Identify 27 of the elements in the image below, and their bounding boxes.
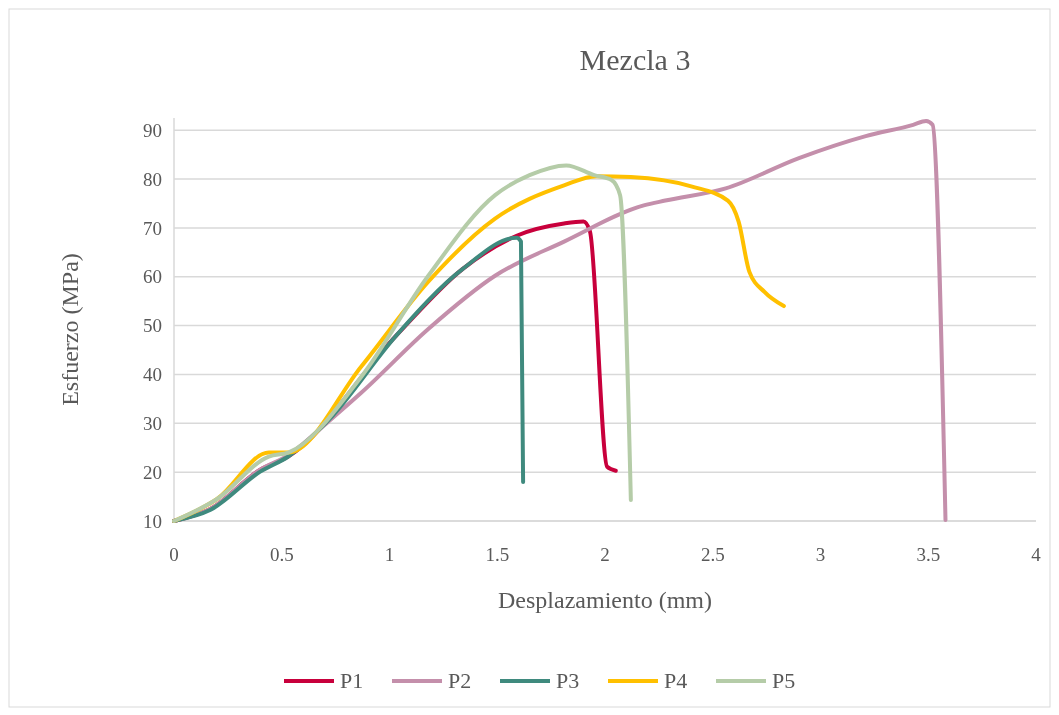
y-axis-title: Esfuerzo (MPa) [57,253,83,406]
y-tick-label: 20 [143,461,162,483]
x-tick-label: 3 [815,544,826,565]
y-tick-label: 80 [143,168,162,190]
legend-label: P4 [664,668,688,693]
x-tick-label: 0 [169,544,179,565]
line-series [172,163,633,523]
x-tick-label: 2.5 [700,544,725,565]
legend-label: P2 [448,668,472,693]
y-tick-label: 60 [143,266,162,288]
x-tick-label: 3.5 [916,544,941,565]
chart-title: Mezcla 3 [579,43,691,76]
y-tick-label: 10 [143,510,162,532]
y-tick-label: 90 [143,119,162,141]
x-tick-label: 0.5 [269,544,294,565]
x-tick-label: 4 [1031,544,1042,565]
legend-label: P3 [556,668,580,693]
x-tick-label: 1 [384,544,395,565]
y-tick-label: 50 [143,315,162,337]
y-tick-label: 30 [143,412,162,434]
x-tick-label: 1.5 [485,544,510,565]
legend-label: P1 [340,668,364,693]
y-tick-label: 70 [143,217,162,239]
legend-label: P5 [772,668,796,693]
y-tick-label: 40 [143,364,162,386]
x-tick-label: 2 [600,544,610,565]
x-axis-title: Desplazamiento (mm) [498,587,712,613]
